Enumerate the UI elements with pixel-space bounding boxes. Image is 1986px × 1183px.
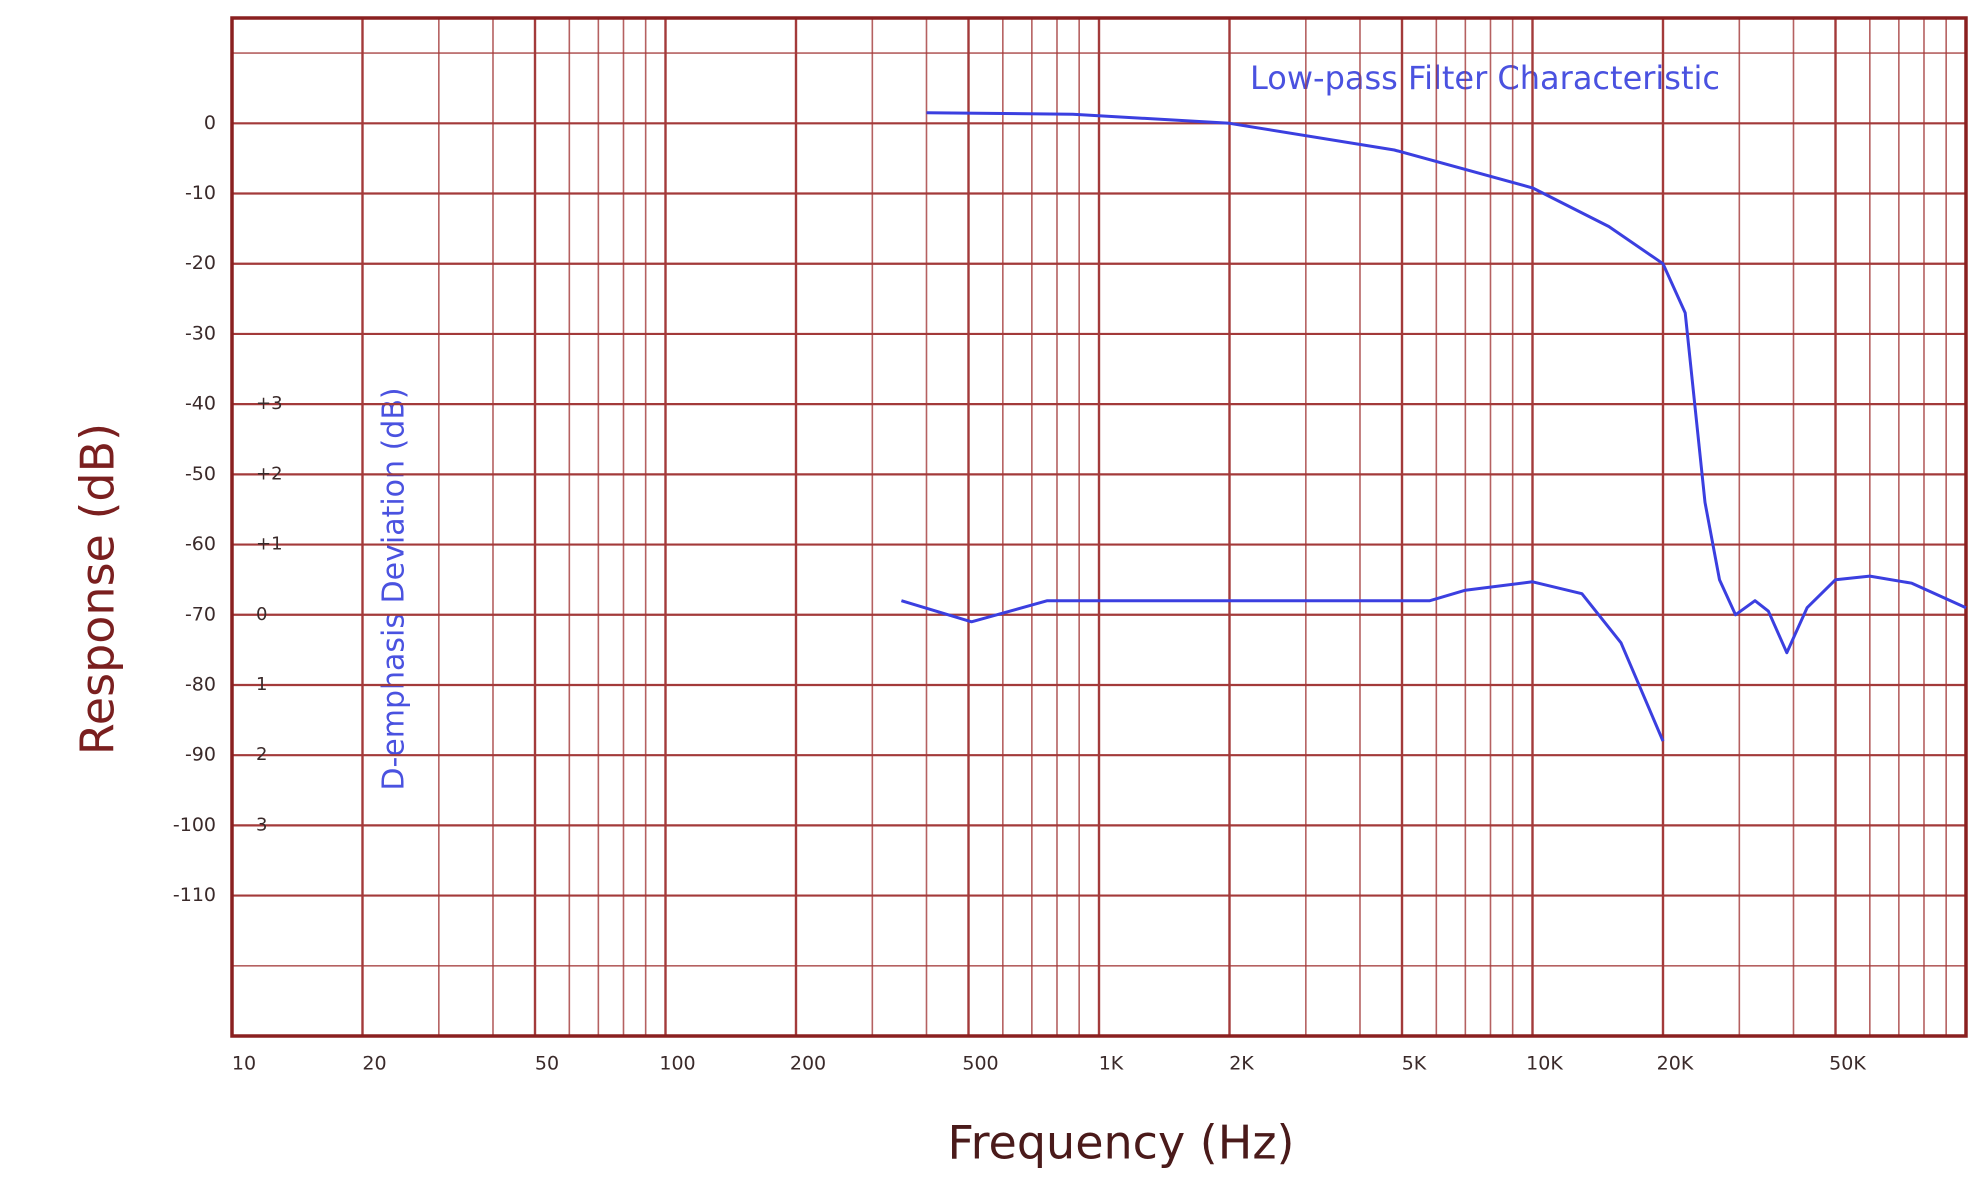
series-line bbox=[900, 580, 1665, 742]
y2-tick-label: +1 bbox=[256, 534, 283, 555]
x-tick-label: 10K bbox=[1526, 1053, 1563, 1075]
x-tick-label: 1K bbox=[1099, 1053, 1124, 1075]
series-line bbox=[926, 111, 1967, 655]
y-tick-label: 0 bbox=[204, 112, 216, 134]
y-tick-label: -80 bbox=[185, 673, 216, 695]
y2-tick-label: +3 bbox=[256, 393, 283, 414]
x-tick-label: 10 bbox=[232, 1053, 256, 1075]
x-tick-label: 50 bbox=[535, 1053, 559, 1075]
y2-tick-label: 2 bbox=[256, 744, 267, 765]
y-tick-label: -110 bbox=[173, 884, 216, 906]
y2-tick-label: 1 bbox=[256, 674, 267, 695]
y2-tick-label: 3 bbox=[256, 814, 267, 835]
annotation: Low-pass Filter Characteristic bbox=[1250, 59, 1720, 97]
y-tick-label: -40 bbox=[185, 393, 216, 415]
x-tick-label: 100 bbox=[659, 1053, 695, 1075]
x-tick-label: 2K bbox=[1229, 1053, 1254, 1075]
y-tick-label: -100 bbox=[173, 814, 216, 836]
y2-axis-label: D-emphasis Deviation (dB) bbox=[377, 387, 412, 790]
x-tick-label: 200 bbox=[790, 1053, 826, 1075]
y-tick-label: -60 bbox=[185, 533, 216, 555]
y-tick-label: -70 bbox=[185, 603, 216, 625]
x-tick-label: 20 bbox=[362, 1053, 386, 1075]
x-tick-label: 5K bbox=[1402, 1053, 1427, 1075]
y-tick-label: -90 bbox=[185, 744, 216, 766]
y2-tick-label: +2 bbox=[256, 463, 283, 484]
x-tick-label: 500 bbox=[962, 1053, 998, 1075]
x-axis-label: Frequency (Hz) bbox=[948, 1116, 1295, 1170]
x-tick-label: 50K bbox=[1829, 1053, 1866, 1075]
y-tick-label: -30 bbox=[185, 322, 216, 344]
x-tick-label: 20K bbox=[1657, 1053, 1694, 1075]
y-tick-label: -10 bbox=[185, 182, 216, 204]
plot-frame bbox=[230, 16, 1968, 1038]
y2-tick-label: 0 bbox=[256, 604, 267, 625]
y-tick-label: -50 bbox=[185, 463, 216, 485]
y-axis-label: Response (dB) bbox=[71, 423, 125, 755]
y-tick-label: -20 bbox=[185, 252, 216, 274]
